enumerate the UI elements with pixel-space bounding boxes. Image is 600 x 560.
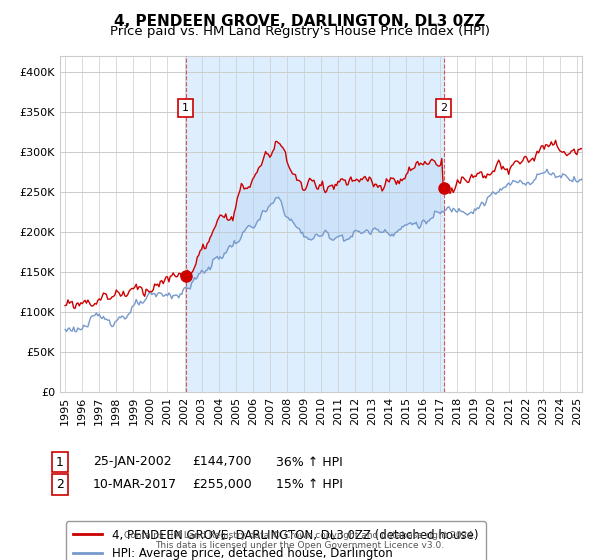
Text: 4, PENDEEN GROVE, DARLINGTON, DL3 0ZZ: 4, PENDEEN GROVE, DARLINGTON, DL3 0ZZ xyxy=(115,14,485,29)
Text: 1: 1 xyxy=(182,103,189,113)
Text: 15% ↑ HPI: 15% ↑ HPI xyxy=(276,478,343,491)
Text: 10-MAR-2017: 10-MAR-2017 xyxy=(93,478,177,491)
Text: £255,000: £255,000 xyxy=(192,478,252,491)
Text: 2: 2 xyxy=(440,103,447,113)
Text: Contains HM Land Registry data © Crown copyright and database right 2024.
This d: Contains HM Land Registry data © Crown c… xyxy=(124,530,476,550)
Text: 1: 1 xyxy=(56,455,64,469)
Text: 2: 2 xyxy=(56,478,64,491)
Text: Price paid vs. HM Land Registry's House Price Index (HPI): Price paid vs. HM Land Registry's House … xyxy=(110,25,490,38)
Text: 36% ↑ HPI: 36% ↑ HPI xyxy=(276,455,343,469)
Text: 25-JAN-2002: 25-JAN-2002 xyxy=(93,455,172,469)
Text: £144,700: £144,700 xyxy=(192,455,251,469)
Legend: 4, PENDEEN GROVE, DARLINGTON, DL3 0ZZ (detached house), HPI: Average price, deta: 4, PENDEEN GROVE, DARLINGTON, DL3 0ZZ (d… xyxy=(66,521,485,560)
Bar xyxy=(186,56,443,392)
